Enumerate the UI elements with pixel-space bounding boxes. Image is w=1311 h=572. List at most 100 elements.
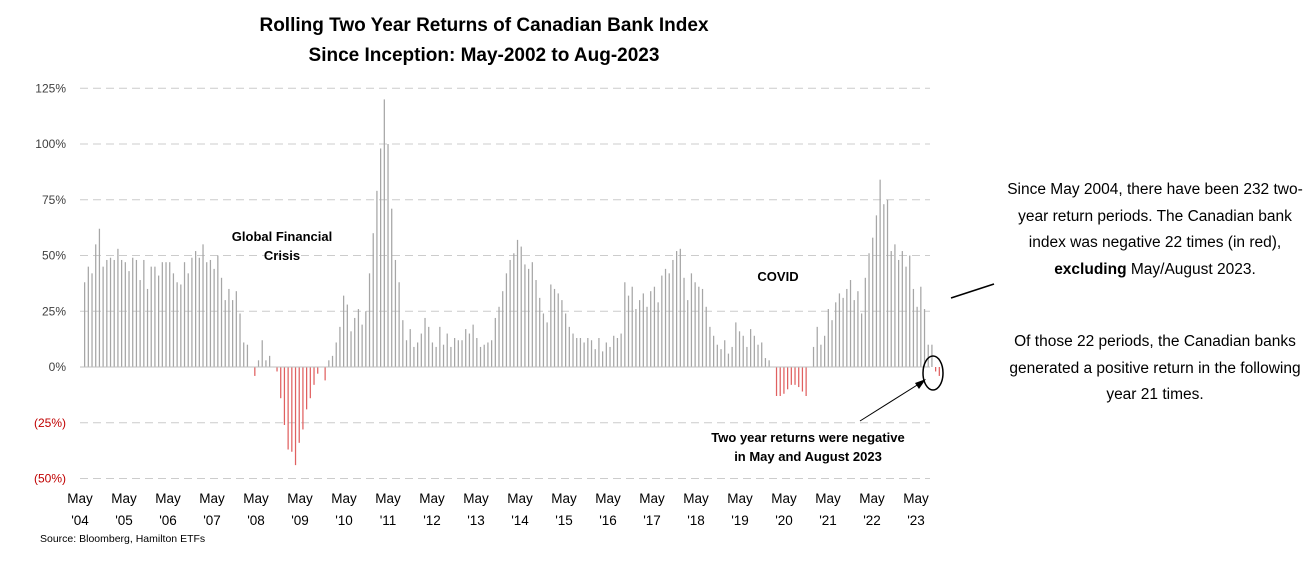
bar: [561, 300, 563, 367]
bar: [576, 338, 578, 367]
bar: [509, 259, 511, 367]
bar: [672, 259, 674, 367]
bar: [195, 251, 197, 367]
bar: [639, 300, 641, 367]
x-tick-year: '13: [467, 513, 485, 528]
bar: [731, 346, 733, 367]
bar: [768, 360, 770, 367]
bar: [220, 277, 223, 367]
bar: [905, 266, 907, 367]
bar: [613, 335, 615, 367]
bar: [838, 293, 841, 367]
bar: [368, 273, 371, 367]
bar: [764, 358, 767, 367]
bar: [228, 288, 230, 367]
bar: [442, 344, 445, 367]
bar: [91, 273, 93, 367]
bar: [661, 275, 663, 367]
bar: [694, 282, 696, 367]
x-tick-month: May: [111, 491, 137, 506]
y-tick-label: (25%): [34, 416, 66, 430]
bar: [424, 317, 426, 367]
bar: [283, 367, 286, 425]
bar: [920, 286, 922, 367]
bar: [735, 322, 737, 367]
bar: [158, 275, 160, 367]
connector-line: [950, 283, 995, 299]
side-text-1b: May/August 2023.: [1130, 260, 1256, 278]
bar: [387, 144, 389, 367]
bar: [557, 293, 559, 367]
bar: [679, 248, 681, 367]
bar: [302, 367, 304, 430]
bar: [642, 293, 644, 367]
bar: [169, 262, 171, 367]
bar: [291, 367, 293, 452]
bar: [172, 273, 175, 367]
bar: [890, 251, 892, 367]
bar: [254, 367, 256, 376]
bar: [239, 313, 241, 367]
x-tick-month: May: [683, 491, 709, 506]
bar: [631, 286, 633, 367]
x-tick-year: '15: [555, 513, 573, 528]
bar: [502, 291, 504, 367]
y-tick-label: 125%: [35, 81, 66, 95]
bar: [128, 271, 130, 367]
y-axis: 125% 100% 75% 50% 25% 0% (25%) (50%): [34, 81, 66, 485]
bar: [761, 342, 763, 367]
bar: [383, 99, 385, 368]
bar: [294, 367, 297, 466]
bar: [664, 268, 667, 367]
bar: [372, 233, 374, 367]
chart-title: Rolling Two Year Returns of Canadian Ban…: [259, 15, 709, 36]
bar: [794, 367, 796, 385]
bar: [753, 335, 755, 367]
bar: [898, 259, 900, 367]
bar: [343, 295, 345, 367]
bar: [783, 367, 785, 394]
y-tick-label: (50%): [34, 472, 66, 486]
bar: [213, 268, 215, 367]
bar: [883, 204, 885, 367]
bar: [620, 333, 622, 367]
bar: [95, 244, 97, 367]
bar: [109, 257, 112, 367]
bar: [339, 326, 341, 367]
bar: [409, 329, 411, 367]
bar: [820, 344, 822, 367]
bar: [139, 280, 141, 367]
bar: [857, 291, 859, 367]
bar: [935, 367, 937, 372]
bar: [798, 367, 800, 388]
x-tick-year: '08: [247, 513, 265, 528]
bar: [738, 331, 741, 367]
bar: [727, 353, 730, 367]
bar: [280, 367, 282, 399]
bar: [428, 326, 430, 367]
bar: [568, 326, 570, 367]
x-tick-year: '17: [643, 513, 661, 528]
bar: [864, 277, 866, 367]
callout-arrowhead: [915, 379, 926, 389]
bar: [916, 306, 918, 367]
x-tick-year: '11: [380, 513, 397, 528]
bar: [439, 326, 441, 367]
bar: [650, 291, 652, 367]
gfc-annotation-line2: Crisis: [264, 248, 300, 263]
bar: [269, 355, 271, 367]
callout-arrow-line: [859, 381, 923, 422]
negative-note-line1: Two year returns were negative: [711, 430, 904, 445]
bar: [357, 309, 360, 367]
bar: [701, 288, 704, 367]
bar: [550, 284, 552, 367]
bar: [816, 326, 818, 367]
bar: [583, 342, 585, 367]
bar: [520, 246, 522, 367]
bar: [313, 367, 315, 385]
bar: [668, 273, 670, 367]
bar: [886, 199, 889, 367]
bar: [113, 259, 115, 367]
bar: [232, 300, 234, 367]
bar: [875, 215, 878, 367]
